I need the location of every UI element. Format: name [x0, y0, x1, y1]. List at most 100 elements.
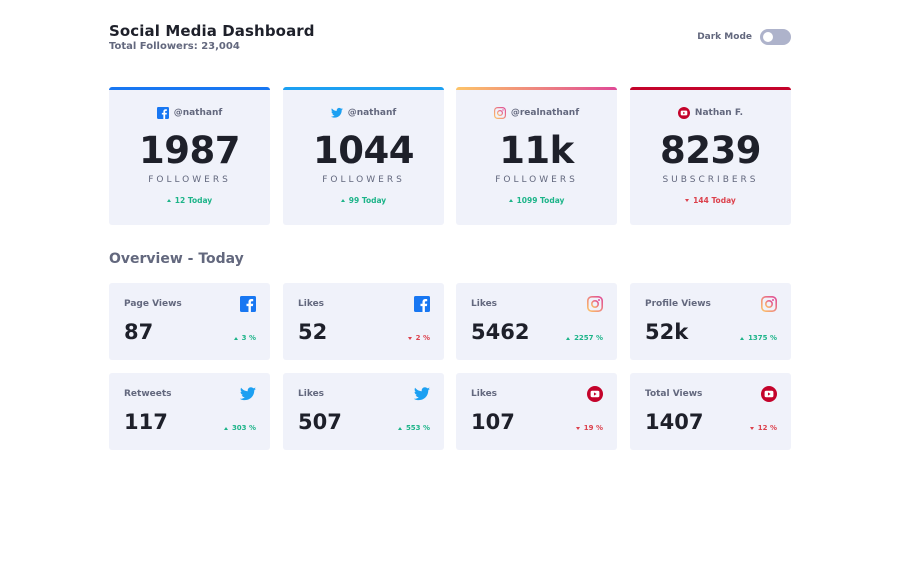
- arrow-up-icon: [340, 199, 345, 202]
- arrow-down-icon: [685, 199, 690, 202]
- dashboard-header: Social Media Dashboard Total Followers: …: [109, 20, 791, 60]
- follower-count: 11k: [499, 129, 574, 172]
- arrow-down-icon: [575, 426, 580, 430]
- platform-cards: @nathanf 1987 FOLLOWERS 12 Today @nathan…: [109, 87, 791, 225]
- today-change-value: 1099 Today: [516, 196, 565, 205]
- metric-change: 2 %: [407, 334, 430, 342]
- follower-unit: FOLLOWERS: [148, 175, 231, 185]
- platform-card-youtube[interactable]: Nathan F. 8239 SUBSCRIBERS 144 Today: [630, 87, 791, 225]
- follower-unit: SUBSCRIBERS: [662, 175, 759, 185]
- page-title: Social Media Dashboard: [109, 22, 315, 40]
- today-change-value: 12 Today: [174, 196, 213, 205]
- overview-card[interactable]: Likes 52 2 %: [283, 283, 444, 360]
- facebook-icon: [156, 107, 169, 119]
- metric-value: 117: [124, 410, 168, 434]
- arrow-up-icon: [740, 336, 745, 340]
- platform-card-twitter[interactable]: @nathanf 1044 FOLLOWERS 99 Today: [283, 87, 444, 225]
- metric-value: 1407: [645, 410, 704, 434]
- arrow-up-icon: [397, 426, 402, 430]
- instagram-icon: [761, 296, 777, 312]
- handle: @nathanf: [347, 108, 397, 118]
- instagram-icon: [587, 296, 603, 312]
- overview-card[interactable]: Total Views 1407 12 %: [630, 373, 791, 450]
- metric-change-value: 19 %: [583, 424, 603, 432]
- card-accent-bar: [630, 87, 791, 90]
- total-followers: Total Followers: 23,004: [109, 41, 240, 52]
- arrow-up-icon: [233, 336, 238, 340]
- metric-change: 2257 %: [566, 334, 603, 342]
- metric-label: Likes: [471, 389, 498, 399]
- facebook-icon: [240, 296, 256, 312]
- metric-value: 507: [298, 410, 342, 434]
- arrow-down-icon: [407, 336, 412, 340]
- metric-value: 52: [298, 320, 328, 344]
- overview-row: Retweets 117 303 % Likes 507 553 % Likes…: [109, 373, 791, 450]
- handle: @nathanf: [173, 108, 223, 118]
- metric-change: 553 %: [397, 424, 430, 432]
- youtube-icon: [761, 386, 777, 402]
- today-change: 144 Today: [630, 196, 791, 205]
- follower-count: 1987: [139, 129, 240, 172]
- metric-change: 12 %: [749, 424, 777, 432]
- today-change: 99 Today: [283, 196, 444, 205]
- twitter-icon: [240, 386, 256, 402]
- card-accent-bar: [456, 87, 617, 90]
- handle: @realnathanf: [510, 108, 580, 118]
- twitter-icon: [330, 107, 343, 119]
- youtube-icon: [677, 107, 690, 119]
- overview-card[interactable]: Likes 107 19 %: [456, 373, 617, 450]
- metric-value: 52k: [645, 320, 689, 344]
- follower-count: 8239: [660, 129, 761, 172]
- overview-card[interactable]: Retweets 117 303 %: [109, 373, 270, 450]
- metric-label: Page Views: [124, 299, 182, 309]
- handle-row: @nathanf: [109, 107, 270, 119]
- handle-row: Nathan F.: [630, 107, 791, 119]
- follower-count: 1044: [313, 129, 414, 172]
- overview-card[interactable]: Page Views 87 3 %: [109, 283, 270, 360]
- follower-unit: FOLLOWERS: [322, 175, 405, 185]
- platform-card-instagram[interactable]: @realnathanf 11k FOLLOWERS 1099 Today: [456, 87, 617, 225]
- platform-card-facebook[interactable]: @nathanf 1987 FOLLOWERS 12 Today: [109, 87, 270, 225]
- metric-label: Retweets: [124, 389, 172, 399]
- today-change: 12 Today: [109, 196, 270, 205]
- metric-label: Likes: [298, 299, 325, 309]
- today-change-value: 99 Today: [348, 196, 387, 205]
- metric-label: Total Views: [645, 389, 703, 399]
- today-change-value: 144 Today: [693, 196, 736, 205]
- overview-row: Page Views 87 3 % Likes 52 2 % Likes 546…: [109, 283, 791, 360]
- facebook-icon: [414, 296, 430, 312]
- overview-card[interactable]: Likes 507 553 %: [283, 373, 444, 450]
- overview-card[interactable]: Likes 5462 2257 %: [456, 283, 617, 360]
- arrow-up-icon: [508, 199, 513, 202]
- dark-mode-toggle[interactable]: [760, 29, 791, 45]
- metric-change-value: 1375 %: [748, 334, 777, 342]
- metric-change-value: 553 %: [405, 424, 430, 432]
- metric-change: 1375 %: [740, 334, 777, 342]
- metric-change-value: 2 %: [415, 334, 430, 342]
- metric-change-value: 303 %: [231, 424, 256, 432]
- dark-mode-control: Dark Mode: [697, 29, 791, 45]
- instagram-icon: [493, 107, 506, 119]
- metric-label: Likes: [298, 389, 325, 399]
- overview-card[interactable]: Profile Views 52k 1375 %: [630, 283, 791, 360]
- metric-value: 5462: [471, 320, 530, 344]
- arrow-up-icon: [166, 199, 171, 202]
- metric-change-value: 2257 %: [574, 334, 603, 342]
- metric-change: 19 %: [575, 424, 603, 432]
- dark-mode-label: Dark Mode: [697, 32, 752, 42]
- toggle-knob: [763, 32, 773, 42]
- overview-title: Overview - Today: [109, 251, 244, 267]
- metric-value: 107: [471, 410, 515, 434]
- metric-change: 3 %: [233, 334, 256, 342]
- handle: Nathan F.: [694, 108, 744, 118]
- metric-change: 303 %: [223, 424, 256, 432]
- follower-unit: FOLLOWERS: [495, 175, 578, 185]
- metric-label: Likes: [471, 299, 498, 309]
- metric-change-value: 12 %: [757, 424, 777, 432]
- metric-change-value: 3 %: [241, 334, 256, 342]
- metric-label: Profile Views: [645, 299, 711, 309]
- twitter-icon: [414, 386, 430, 402]
- arrow-down-icon: [749, 426, 754, 430]
- card-accent-bar: [109, 87, 270, 90]
- youtube-icon: [587, 386, 603, 402]
